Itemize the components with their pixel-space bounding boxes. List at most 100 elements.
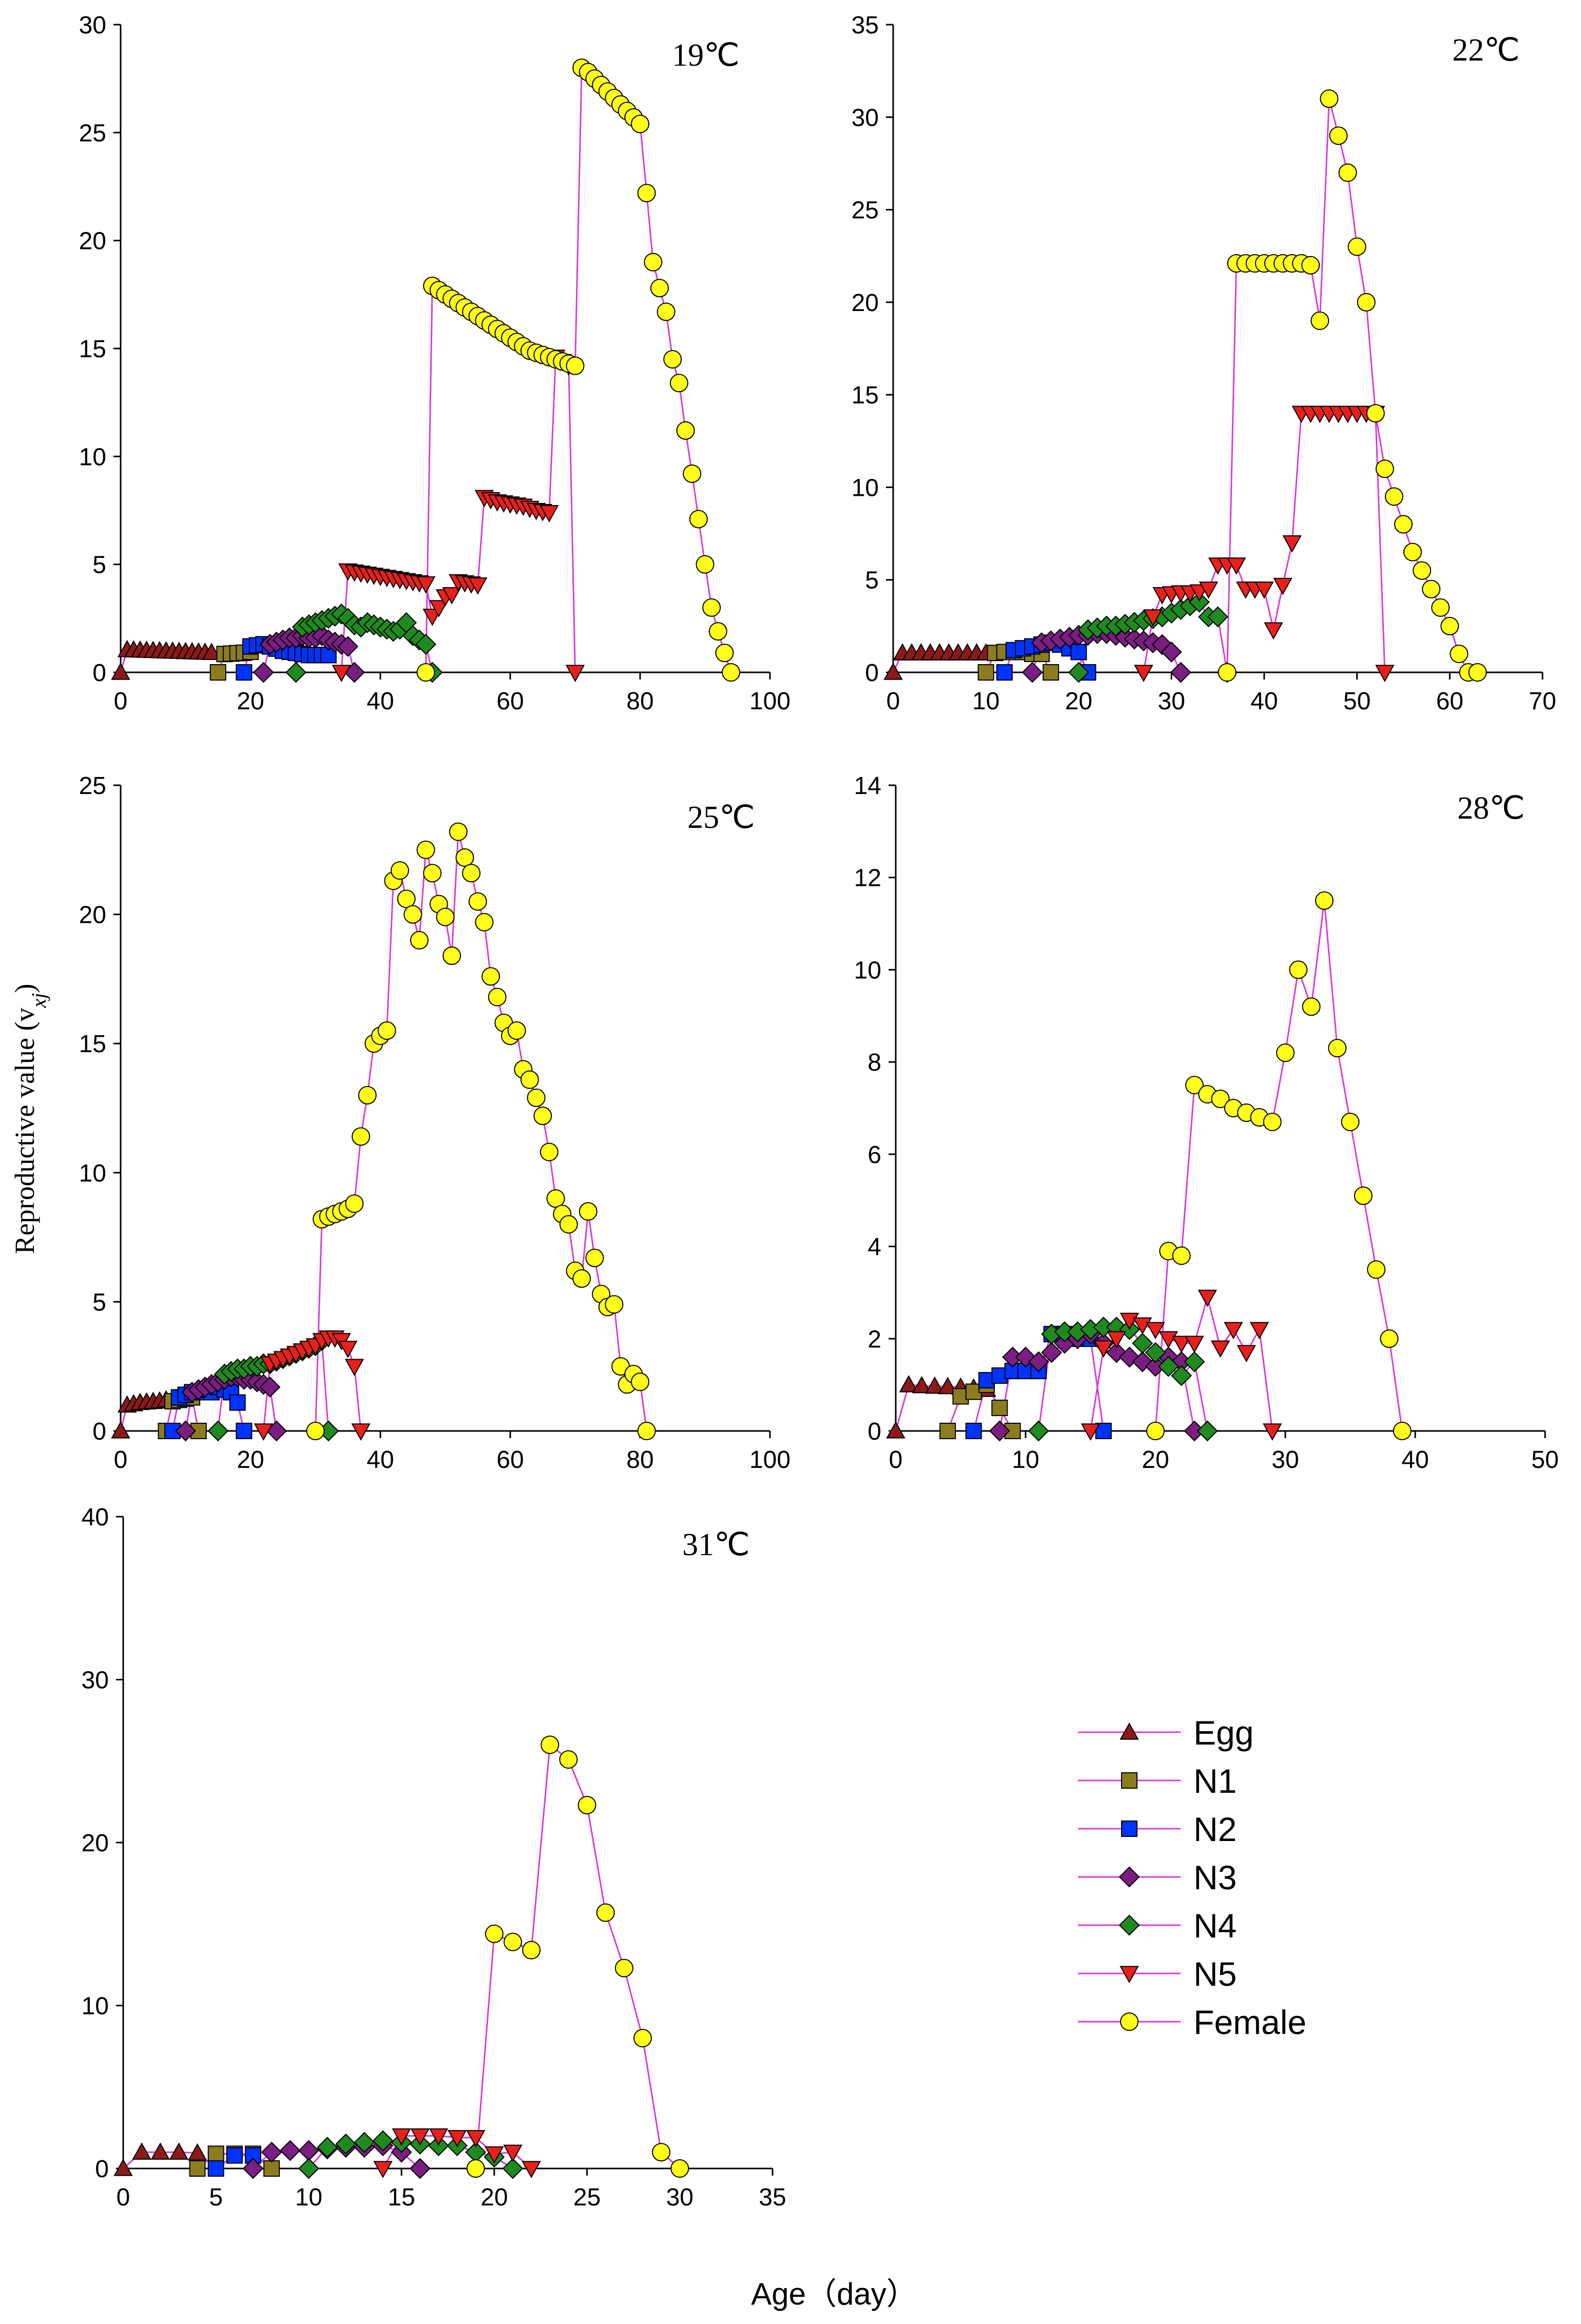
data-point-egg: [150, 2142, 170, 2160]
x-tick-label: 40: [367, 1446, 394, 1474]
data-point-female: [436, 907, 455, 926]
data-point-female: [631, 1372, 649, 1391]
panel-4: 0 2 4 6 8 10 12 14 0 10 20 30 40 50 28℃: [854, 772, 1559, 1474]
data-point-n2: [236, 1423, 253, 1439]
data-point-n5: [416, 576, 436, 594]
x-tick-label: 80: [626, 1446, 653, 1474]
data-point-female: [403, 905, 422, 924]
y-axis-label-subscript: xj: [27, 993, 50, 1009]
data-point-n5: [1143, 609, 1163, 627]
data-point-n5: [1171, 1335, 1191, 1353]
data-point-female: [488, 987, 507, 1006]
data-point-female: [596, 1903, 615, 1922]
data-point-n5: [1375, 665, 1395, 683]
x-tick-label: 5: [209, 2184, 223, 2211]
data-point-n5: [1255, 582, 1274, 599]
x-tick-label: 80: [626, 688, 653, 715]
data-point-female: [527, 1088, 546, 1107]
x-tick-label: 0: [886, 688, 900, 715]
legend-label: N1: [1193, 1762, 1237, 1800]
legend-item-egg: Egg: [1078, 1714, 1254, 1752]
series-points-n5: [254, 1330, 371, 1441]
data-point-female: [1413, 561, 1432, 580]
data-point-female: [1338, 163, 1357, 182]
data-point-female: [504, 1932, 522, 1951]
data-point-female: [1310, 311, 1329, 330]
legend-marker-n3: [1119, 1866, 1140, 1888]
series-points-egg: [113, 2142, 207, 2176]
data-point-female: [715, 644, 734, 663]
y-tick-label: 8: [867, 1049, 881, 1076]
data-point-female: [577, 1795, 596, 1814]
data-point-female: [1328, 1039, 1347, 1058]
data-point-n1: [189, 2160, 206, 2177]
data-point-n5: [485, 2146, 504, 2164]
data-point-female: [1341, 1112, 1360, 1131]
data-point-n5: [392, 2128, 411, 2146]
data-point-n4: [1068, 662, 1089, 683]
data-point-n3: [409, 2158, 431, 2179]
data-point-n5: [1226, 557, 1246, 575]
data-point-female: [1289, 960, 1308, 979]
data-point-n5: [429, 2128, 449, 2146]
data-point-female: [572, 1269, 591, 1288]
data-point-n1: [263, 2160, 280, 2177]
data-point-female: [1440, 616, 1459, 635]
data-point-female: [533, 1107, 552, 1126]
data-point-n3: [253, 662, 274, 683]
data-point-n4: [1188, 591, 1210, 613]
y-tick-label: 2: [867, 1326, 881, 1353]
x-tick-label: 20: [237, 688, 264, 715]
data-point-female: [1367, 1260, 1386, 1279]
data-point-female: [1375, 459, 1394, 478]
x-tick-label: 25: [573, 2184, 601, 2211]
x-tick-label: 30: [1158, 688, 1185, 715]
data-point-n4: [415, 633, 436, 655]
data-point-n5: [1282, 535, 1302, 553]
data-point-n5: [1237, 1345, 1256, 1363]
data-point-n3: [279, 2140, 301, 2161]
x-tick-label: 35: [759, 2184, 786, 2211]
y-tick-label: 0: [92, 1418, 106, 1445]
data-point-female: [1380, 1329, 1399, 1348]
legend-marker-egg: [1120, 1722, 1139, 1740]
y-tick-label: 0: [865, 660, 879, 687]
series-points-egg: [111, 1390, 176, 1439]
data-point-n3: [261, 2141, 282, 2163]
y-tick-label: 15: [852, 382, 879, 409]
data-point-n5: [254, 1423, 273, 1441]
data-point-female: [466, 2159, 485, 2178]
data-point-n5: [1081, 1423, 1101, 1441]
y-tick-label: 20: [82, 1830, 109, 1857]
series-points-egg: [883, 643, 996, 680]
series-points-n4: [285, 604, 443, 683]
data-point-female: [614, 1959, 633, 1978]
data-point-female: [650, 279, 669, 298]
y-tick-label: 30: [82, 1667, 109, 1694]
data-point-female: [1276, 1043, 1295, 1062]
data-point-female: [1329, 126, 1348, 145]
data-point-female: [306, 1422, 325, 1440]
x-tick-label: 20: [480, 2184, 508, 2211]
data-point-female: [416, 663, 435, 682]
panel-2: 0 5 10 15 20 25 30 35 0 10 20 30 40 50 60 70 22℃: [852, 12, 1556, 715]
series-points-n5: [1081, 1289, 1282, 1441]
data-point-female: [1366, 404, 1385, 423]
data-point-female: [1450, 644, 1469, 663]
data-point-n4: [1184, 1351, 1205, 1372]
legend-label: N4: [1193, 1907, 1237, 1945]
data-point-n5: [1159, 1331, 1178, 1349]
data-point-n2: [226, 2147, 243, 2164]
data-point-female: [1357, 293, 1376, 312]
data-point-n3: [242, 2158, 264, 2179]
data-point-female: [1301, 256, 1320, 275]
data-point-n3: [1161, 641, 1182, 663]
data-point-n4: [354, 2132, 375, 2153]
data-point-female: [1384, 487, 1403, 506]
data-point-n4: [285, 662, 306, 683]
y-tick-label: 5: [92, 552, 106, 579]
panel-title: 31℃: [682, 1527, 750, 1562]
x-tick-label: 0: [889, 1446, 903, 1474]
y-tick-label: 0: [95, 2156, 109, 2183]
y-tick-label: 10: [79, 1160, 106, 1187]
